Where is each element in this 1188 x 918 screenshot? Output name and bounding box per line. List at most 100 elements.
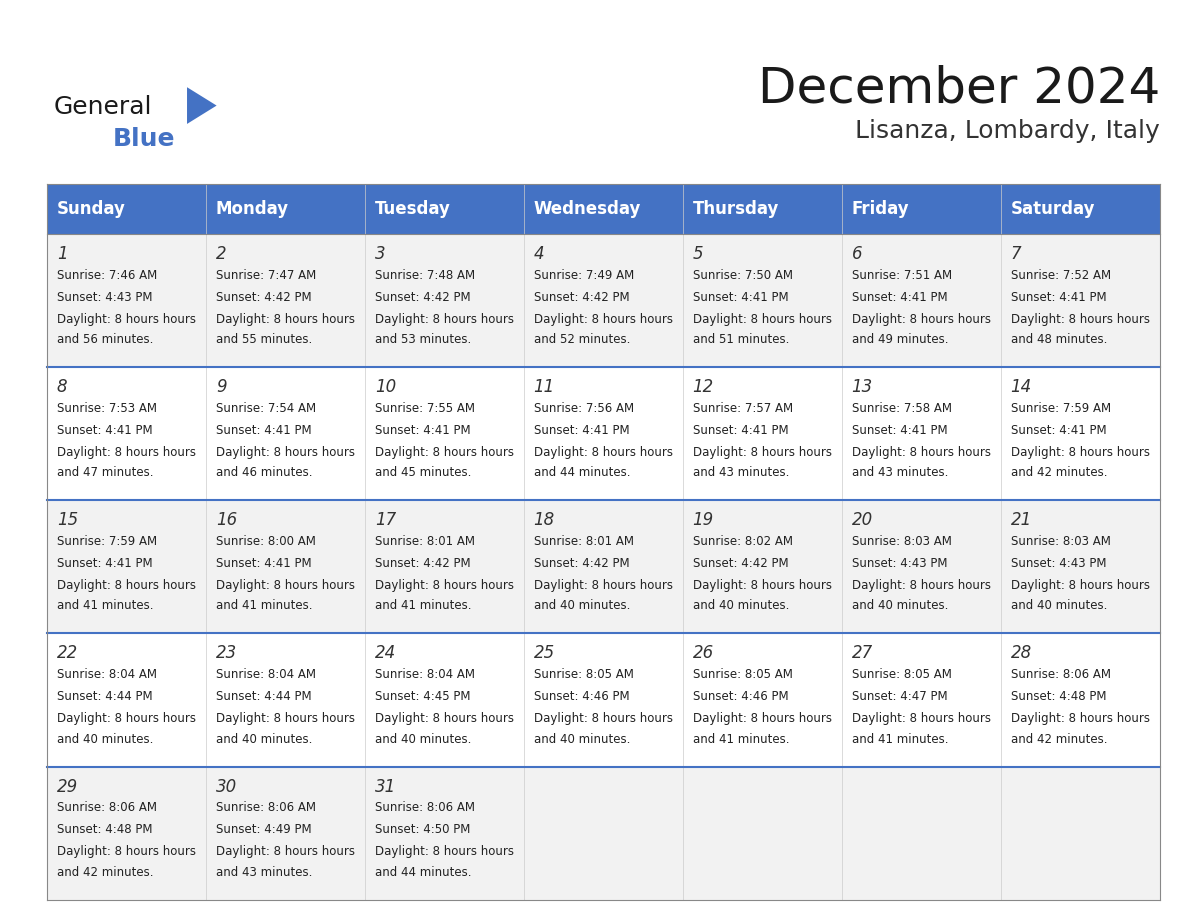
Text: Sunrise: 8:06 AM: Sunrise: 8:06 AM (374, 801, 475, 814)
Text: Daylight: 8 hours hours: Daylight: 8 hours hours (374, 712, 513, 725)
Text: Sunset: 4:41 PM: Sunset: 4:41 PM (1011, 291, 1106, 304)
Text: 21: 21 (1011, 511, 1032, 530)
FancyBboxPatch shape (842, 767, 1001, 900)
Text: Sunset: 4:41 PM: Sunset: 4:41 PM (374, 424, 470, 437)
Text: Sunset: 4:41 PM: Sunset: 4:41 PM (216, 424, 311, 437)
FancyBboxPatch shape (524, 500, 683, 633)
Text: Sunset: 4:44 PM: Sunset: 4:44 PM (216, 690, 311, 703)
FancyBboxPatch shape (365, 234, 524, 367)
Text: 20: 20 (852, 511, 873, 530)
Text: 12: 12 (693, 378, 714, 397)
Text: Sunrise: 8:05 AM: Sunrise: 8:05 AM (852, 668, 952, 681)
Text: Sunset: 4:49 PM: Sunset: 4:49 PM (216, 823, 311, 836)
Text: Friday: Friday (852, 200, 909, 218)
Text: 19: 19 (693, 511, 714, 530)
Text: Daylight: 8 hours hours: Daylight: 8 hours hours (693, 446, 832, 459)
Text: Sunrise: 7:55 AM: Sunrise: 7:55 AM (374, 402, 475, 415)
Text: Daylight: 8 hours hours: Daylight: 8 hours hours (1011, 313, 1150, 326)
FancyBboxPatch shape (207, 367, 365, 500)
Text: Tuesday: Tuesday (374, 200, 450, 218)
FancyBboxPatch shape (524, 184, 683, 234)
Text: 2: 2 (216, 245, 227, 263)
Text: and 49 minutes.: and 49 minutes. (852, 333, 948, 346)
FancyBboxPatch shape (842, 500, 1001, 633)
Text: and 41 minutes.: and 41 minutes. (216, 599, 312, 612)
Text: Sunrise: 8:04 AM: Sunrise: 8:04 AM (374, 668, 475, 681)
Text: and 46 minutes.: and 46 minutes. (216, 466, 312, 479)
Text: and 40 minutes.: and 40 minutes. (693, 599, 789, 612)
Text: and 40 minutes.: and 40 minutes. (533, 733, 630, 745)
Text: Sunset: 4:43 PM: Sunset: 4:43 PM (57, 291, 152, 304)
FancyBboxPatch shape (48, 234, 207, 367)
Text: and 40 minutes.: and 40 minutes. (374, 733, 472, 745)
Text: 8: 8 (57, 378, 68, 397)
FancyBboxPatch shape (365, 633, 524, 767)
FancyBboxPatch shape (524, 767, 683, 900)
Text: 16: 16 (216, 511, 238, 530)
Text: 24: 24 (374, 644, 396, 663)
FancyBboxPatch shape (683, 633, 842, 767)
Text: Daylight: 8 hours hours: Daylight: 8 hours hours (852, 313, 991, 326)
FancyBboxPatch shape (48, 500, 207, 633)
Text: and 45 minutes.: and 45 minutes. (374, 466, 472, 479)
Text: Daylight: 8 hours hours: Daylight: 8 hours hours (852, 712, 991, 725)
Text: 3: 3 (374, 245, 385, 263)
FancyBboxPatch shape (1001, 367, 1159, 500)
Text: Daylight: 8 hours hours: Daylight: 8 hours hours (216, 712, 355, 725)
Text: Daylight: 8 hours hours: Daylight: 8 hours hours (533, 712, 672, 725)
Text: Sunset: 4:41 PM: Sunset: 4:41 PM (216, 557, 311, 570)
FancyBboxPatch shape (1001, 500, 1159, 633)
Text: and 40 minutes.: and 40 minutes. (216, 733, 312, 745)
Text: Sunset: 4:41 PM: Sunset: 4:41 PM (57, 424, 152, 437)
Text: and 40 minutes.: and 40 minutes. (1011, 599, 1107, 612)
Text: Sunset: 4:46 PM: Sunset: 4:46 PM (533, 690, 630, 703)
Text: Sunset: 4:42 PM: Sunset: 4:42 PM (533, 557, 630, 570)
Text: Sunset: 4:42 PM: Sunset: 4:42 PM (216, 291, 311, 304)
Text: Sunset: 4:41 PM: Sunset: 4:41 PM (693, 424, 789, 437)
Text: Sunset: 4:42 PM: Sunset: 4:42 PM (533, 291, 630, 304)
Text: Sunrise: 8:06 AM: Sunrise: 8:06 AM (1011, 668, 1111, 681)
Text: Sunset: 4:45 PM: Sunset: 4:45 PM (374, 690, 470, 703)
Text: and 43 minutes.: and 43 minutes. (852, 466, 948, 479)
Text: Sunset: 4:42 PM: Sunset: 4:42 PM (693, 557, 789, 570)
Text: Daylight: 8 hours hours: Daylight: 8 hours hours (57, 579, 196, 592)
Text: Sunrise: 8:03 AM: Sunrise: 8:03 AM (852, 535, 952, 548)
FancyBboxPatch shape (1001, 633, 1159, 767)
FancyBboxPatch shape (842, 234, 1001, 367)
FancyBboxPatch shape (683, 500, 842, 633)
Text: 28: 28 (1011, 644, 1032, 663)
FancyBboxPatch shape (365, 184, 524, 234)
Text: Daylight: 8 hours hours: Daylight: 8 hours hours (57, 446, 196, 459)
Text: Sunset: 4:41 PM: Sunset: 4:41 PM (533, 424, 630, 437)
Text: 18: 18 (533, 511, 555, 530)
Text: and 55 minutes.: and 55 minutes. (216, 333, 312, 346)
FancyBboxPatch shape (683, 367, 842, 500)
Text: and 40 minutes.: and 40 minutes. (852, 599, 948, 612)
Text: Daylight: 8 hours hours: Daylight: 8 hours hours (216, 845, 355, 858)
Text: and 41 minutes.: and 41 minutes. (693, 733, 789, 745)
Text: Sunset: 4:42 PM: Sunset: 4:42 PM (374, 557, 470, 570)
Text: Sunrise: 8:05 AM: Sunrise: 8:05 AM (533, 668, 633, 681)
Text: Sunset: 4:46 PM: Sunset: 4:46 PM (693, 690, 789, 703)
Text: Daylight: 8 hours hours: Daylight: 8 hours hours (533, 313, 672, 326)
Text: 7: 7 (1011, 245, 1022, 263)
Text: Daylight: 8 hours hours: Daylight: 8 hours hours (374, 845, 513, 858)
Text: Daylight: 8 hours hours: Daylight: 8 hours hours (693, 313, 832, 326)
Text: Sunrise: 7:59 AM: Sunrise: 7:59 AM (57, 535, 157, 548)
Text: 17: 17 (374, 511, 396, 530)
Text: Daylight: 8 hours hours: Daylight: 8 hours hours (374, 446, 513, 459)
Text: Sunset: 4:41 PM: Sunset: 4:41 PM (852, 291, 947, 304)
Text: Sunrise: 8:01 AM: Sunrise: 8:01 AM (374, 535, 475, 548)
FancyBboxPatch shape (48, 767, 207, 900)
Text: 31: 31 (374, 778, 396, 796)
Text: Blue: Blue (113, 128, 175, 151)
Text: Sunset: 4:43 PM: Sunset: 4:43 PM (852, 557, 947, 570)
FancyBboxPatch shape (207, 234, 365, 367)
Text: 15: 15 (57, 511, 78, 530)
Text: Daylight: 8 hours hours: Daylight: 8 hours hours (216, 446, 355, 459)
Text: December 2024: December 2024 (758, 64, 1159, 112)
Text: Sunrise: 8:06 AM: Sunrise: 8:06 AM (57, 801, 157, 814)
Text: and 44 minutes.: and 44 minutes. (374, 866, 472, 879)
Text: Sunrise: 7:53 AM: Sunrise: 7:53 AM (57, 402, 157, 415)
Text: and 43 minutes.: and 43 minutes. (693, 466, 789, 479)
